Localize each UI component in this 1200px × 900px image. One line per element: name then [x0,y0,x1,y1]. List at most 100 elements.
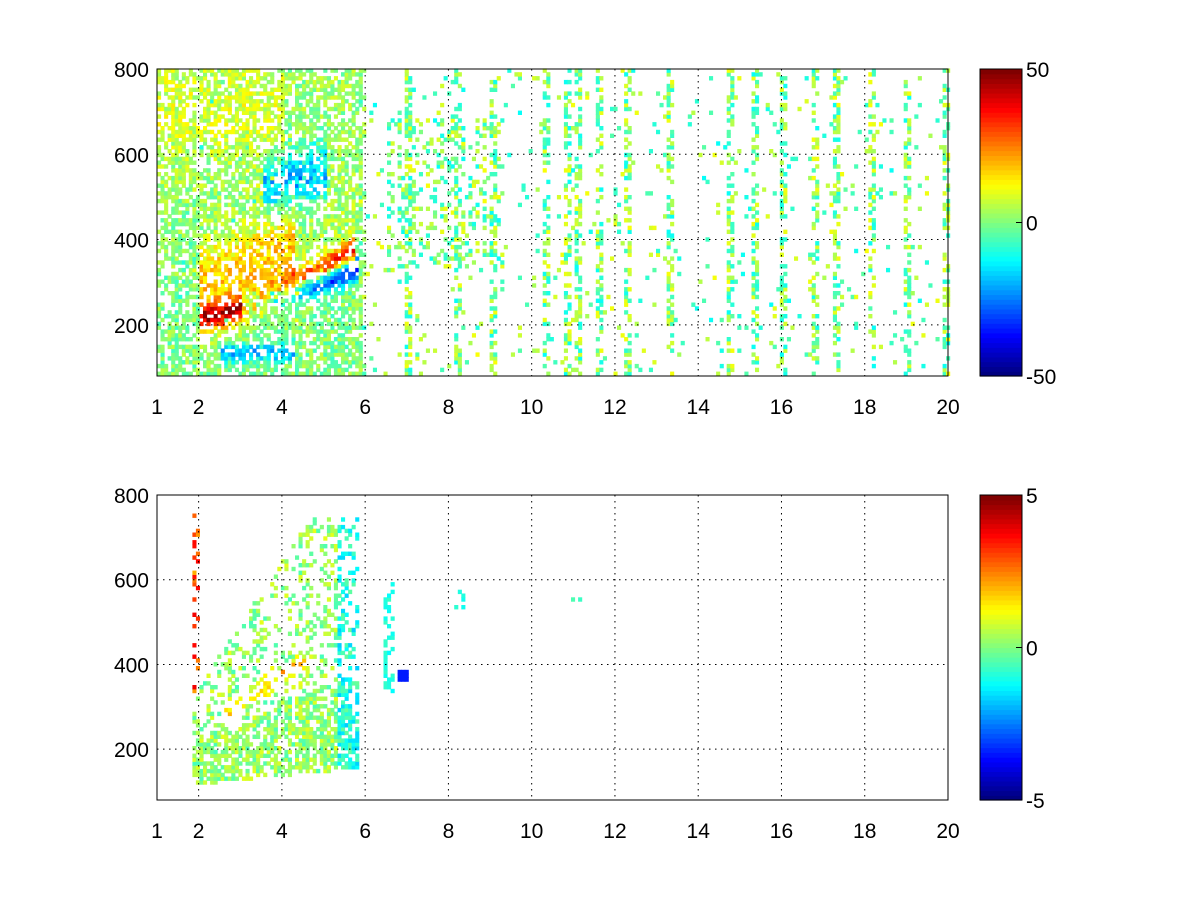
top-heatmap-cell [811,175,816,181]
top-heatmap-cell [227,340,232,346]
top-heatmap-cell [907,348,912,353]
top-heatmap-cell [326,363,331,369]
top-heatmap-cell [266,233,271,238]
top-heatmap-cell [188,133,193,138]
top-heatmap-cell [178,156,183,162]
top-heatmap-cell [454,122,459,127]
top-heatmap-cell [542,260,547,265]
top-heatmap-cell [942,279,947,284]
top-heatmap-cell [178,298,183,303]
top-heatmap-cell [220,168,225,173]
top-heatmap-cell [195,306,200,311]
top-heatmap-cell [266,275,271,280]
top-heatmap-cell [528,149,533,154]
top-heatmap-cell [266,333,271,338]
top-heatmap-cell [326,310,331,315]
top-heatmap-cell [330,356,335,361]
top-heatmap-cell [259,337,264,342]
top-heatmap-cell [712,152,717,158]
top-heatmap-cell [241,137,246,142]
top-heatmap-cell [868,264,873,269]
top-heatmap-cell [875,102,880,108]
top-heatmap-cell [355,191,360,196]
top-heatmap-cell [567,302,572,307]
top-heatmap-cell [878,122,883,127]
top-heatmap-cell [263,110,268,115]
top-heatmap-cell [302,310,307,315]
top-heatmap-cell [252,187,257,192]
top-heatmap-cell [270,126,275,131]
top-heatmap-cell [245,298,250,303]
top-heatmap-cell [840,79,845,85]
top-heatmap-cell [578,233,583,238]
top-heatmap-cell [726,337,731,342]
top-heatmap-cell [199,344,204,350]
top-heatmap-cell [755,110,760,115]
top-heatmap-cell [595,76,600,81]
top-heatmap-cell [224,149,229,154]
top-heatmap-cell [783,191,788,196]
top-heatmap-cell [259,91,264,96]
top-heatmap-cell [815,302,820,307]
top-heatmap-cell [836,179,841,185]
top-heatmap-cell [178,267,183,273]
top-heatmap-cell [220,356,225,361]
top-heatmap-cell [337,195,342,200]
top-heatmap-cell [213,110,218,115]
top-heatmap-cell [903,79,908,85]
top-heatmap-cell [199,175,204,181]
top-heatmap-cell [295,348,300,353]
top-heatmap-cell [341,241,346,246]
top-heatmap-cell [298,321,303,327]
top-heatmap-cell [871,198,876,204]
top-heatmap-cell [316,164,321,169]
top-heatmap-cell [270,91,275,96]
top-heatmap-cell [249,79,254,85]
top-heatmap-cell [160,218,165,223]
top-heatmap-cell [571,102,576,108]
top-heatmap-cell [157,348,162,353]
top-heatmap-cell [224,202,229,208]
top-heatmap-cell [832,233,837,238]
top-heatmap-cell [726,206,731,211]
top-heatmap-cell [454,252,459,257]
top-heatmap-cell [302,164,307,169]
top-heatmap-cell [227,363,232,369]
top-heatmap-cell [188,221,193,227]
top-heatmap-cell [418,129,423,135]
top-heatmap-cell [457,118,462,123]
top-heatmap-cell [319,340,324,346]
top-heatmap-cell [677,271,682,277]
top-heatmap-cell [224,340,229,346]
top-heatmap-cell [241,252,246,257]
top-heatmap-cell [387,248,392,254]
top-heatmap-cell [510,83,515,89]
top-heatmap-cell [337,283,342,288]
top-heatmap-cell [309,310,314,315]
top-heatmap-cell [160,198,165,204]
top-heatmap-cell [330,340,335,346]
top-heatmap-cell [666,317,671,323]
top-heatmap-cell [567,237,572,242]
top-heatmap-cell [316,145,321,150]
top-heatmap-cell [606,294,611,300]
top-heatmap-cell [249,306,254,311]
top-heatmap-cell [231,68,236,73]
top-heatmap-cell [245,175,250,181]
top-heatmap-cell [489,241,494,246]
top-heatmap-cell [563,145,568,150]
top-heatmap-cell [206,175,211,181]
top-heatmap-cell [563,106,568,112]
top-heatmap-cell [850,348,855,353]
top-heatmap-cell [181,141,186,146]
top-heatmap-cell [224,156,229,162]
top-heatmap-cell [333,271,338,277]
top-heatmap-cell [167,175,172,181]
top-heatmap-cell [404,310,409,315]
top-heatmap-cell [755,95,760,100]
top-heatmap-cell [199,137,204,142]
top-heatmap-cell [217,260,222,265]
top-heatmap-cell [277,191,282,196]
top-heatmap-cell [238,175,243,181]
top-heatmap-cell [256,187,261,192]
